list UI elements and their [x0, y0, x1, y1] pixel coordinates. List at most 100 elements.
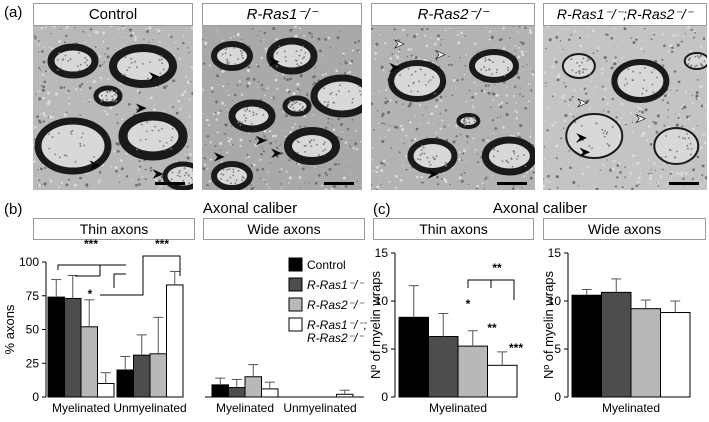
legend-swatch	[288, 297, 303, 312]
bar	[630, 308, 661, 398]
y-axis: 0 5 10 15 Nº of myelin wraps	[368, 246, 396, 404]
axon	[653, 127, 700, 165]
arrowhead	[577, 98, 588, 108]
bar	[336, 393, 354, 398]
significance-annotation: **	[487, 321, 497, 335]
bar	[80, 326, 98, 398]
bar	[133, 354, 151, 398]
arrowhead	[271, 148, 282, 158]
significance-bracket	[100, 255, 181, 296]
significance-bracket	[57, 264, 126, 288]
arrowhead	[255, 135, 267, 146]
bar	[244, 376, 262, 398]
y-axis-label: % axons	[2, 304, 17, 354]
significance-annotation: ***	[155, 237, 169, 251]
x-category-label: Myelinated	[429, 401, 487, 415]
legend: ControlR-Ras1⁻/⁻R-Ras2⁻/⁻R-Ras1⁻/⁻;R-Ras…	[288, 257, 367, 345]
axon	[565, 113, 624, 159]
axon	[211, 41, 253, 71]
x-category-label: Unmyelinated	[283, 401, 356, 415]
arrowhead	[427, 169, 439, 179]
micrograph-label-rras1: R-Ras1⁻/⁻	[202, 3, 362, 26]
legend-swatch	[288, 257, 303, 272]
y-axis-label: Nº of myelin wraps	[368, 270, 383, 379]
bar	[228, 387, 246, 398]
bar-group: Myelinated Unmyelinated	[47, 270, 187, 415]
panel-c-letter: (c)	[373, 201, 391, 218]
bar	[211, 384, 229, 398]
y-tick-label: 15	[375, 246, 389, 260]
y-tick-label: 0	[381, 390, 388, 404]
x-category-label: Unmyelinated	[113, 401, 186, 415]
bar	[601, 291, 632, 398]
micrograph-speckle	[202, 26, 362, 190]
y-tick-label: 0	[554, 390, 561, 404]
bar-group: Myelinated Unmyelinated	[211, 364, 357, 415]
y-tick-label: 50	[26, 323, 40, 337]
bar	[47, 296, 65, 398]
micrograph-texture	[543, 26, 707, 190]
bar	[660, 312, 691, 398]
bar	[116, 369, 134, 398]
bar	[97, 383, 115, 398]
y-tick-label: 5	[554, 342, 561, 356]
significance-annotation: ***	[84, 237, 98, 251]
axon	[266, 37, 318, 75]
panel-c-thin-header: Thin axons	[373, 218, 534, 240]
axon	[162, 161, 193, 190]
arrowhead	[149, 72, 160, 82]
arrowhead	[89, 160, 101, 170]
significance-bracket	[467, 279, 515, 300]
y-tick-label: 5	[381, 342, 388, 356]
legend-swatch	[288, 317, 303, 332]
significance-annotation: *	[466, 297, 471, 311]
bar-group: Myelinated	[571, 278, 691, 415]
micrograph-rras2	[371, 26, 535, 190]
axon	[481, 136, 535, 176]
micrograph-texture	[33, 26, 193, 190]
significance-annotation: ***	[509, 341, 523, 355]
x-category-label: Myelinated	[216, 401, 274, 415]
panel-a-letter: (a)	[4, 4, 23, 21]
y-tick-label: 10	[548, 294, 562, 308]
arrowhead	[213, 152, 225, 162]
axon	[109, 44, 177, 88]
legend-label: R-Ras2⁻/⁻	[307, 331, 365, 345]
legend-label: R-Ras1⁻/⁻	[307, 278, 365, 292]
scale-bar	[324, 182, 354, 185]
panel-b-thin-header: Thin axons	[33, 218, 195, 240]
panel-c-wide-header: Wide axons	[543, 218, 706, 240]
axon	[47, 43, 99, 79]
bar	[398, 316, 429, 398]
y-axis-label: Nº of myelin wraps	[541, 270, 556, 379]
significance-annotation: **	[492, 261, 502, 275]
y-tick-label: 75	[26, 289, 40, 303]
bar	[64, 297, 82, 398]
bar	[261, 388, 279, 398]
micrograph-texture	[202, 26, 362, 190]
scale-bar	[497, 182, 527, 185]
axon	[611, 59, 670, 103]
micrograph-control	[33, 26, 193, 190]
bar	[457, 345, 488, 398]
arrowhead	[268, 57, 280, 67]
micrograph-label-double: R-Ras1⁻/⁻;R-Ras2⁻/⁻	[543, 3, 707, 26]
y-tick-label: 100	[19, 255, 39, 269]
bar	[149, 353, 167, 398]
panel-c-title: Axonal caliber	[492, 200, 588, 217]
micrograph-label-rras2: R-Ras2⁻/⁻	[371, 3, 535, 26]
y-tick-label: 25	[26, 356, 40, 370]
micrograph-label-control: Control	[33, 3, 193, 26]
x-category-label: Myelinated	[52, 401, 110, 415]
arrowhead	[393, 39, 405, 49]
arrowhead	[152, 169, 164, 179]
x-category-label: Myelinated	[602, 401, 660, 415]
micrograph-rras1	[202, 26, 362, 190]
arrowhead	[135, 103, 147, 113]
micrograph-texture	[371, 26, 535, 190]
legend-label: R-Ras1⁻/⁻;	[307, 318, 367, 332]
y-tick-label: 10	[375, 294, 389, 308]
significance-annotation: *	[88, 287, 93, 301]
micrograph-double	[543, 26, 707, 190]
